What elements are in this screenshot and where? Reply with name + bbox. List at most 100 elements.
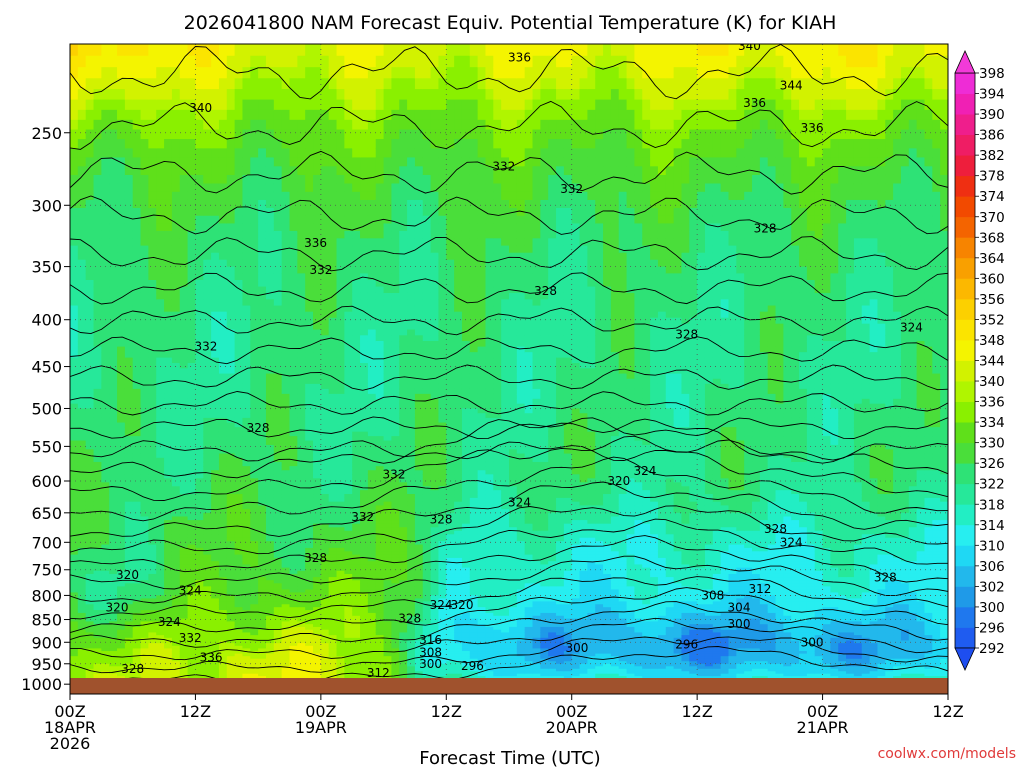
field-cell <box>93 449 102 455</box>
field-cell <box>336 174 345 185</box>
field-cell <box>148 626 157 631</box>
field-cell <box>187 527 197 532</box>
field-cell <box>179 78 189 90</box>
field-cell <box>344 621 353 625</box>
field-cell <box>234 335 244 342</box>
field-cell <box>140 119 149 131</box>
field-cell <box>179 461 189 467</box>
field-cell <box>124 618 134 622</box>
field-cell <box>344 497 353 503</box>
field-cell <box>313 640 322 644</box>
field-cell <box>93 598 102 602</box>
field-cell <box>164 573 173 578</box>
field-cell <box>195 99 204 111</box>
field-cell <box>336 624 345 628</box>
field-cell <box>226 393 236 400</box>
field-cell <box>313 494 322 499</box>
field-cell <box>211 653 220 657</box>
field-cell <box>258 663 267 667</box>
field-cell <box>203 305 212 313</box>
field-cell <box>117 440 126 446</box>
field-cell <box>203 427 212 433</box>
field-cell <box>187 427 197 433</box>
field-cell <box>117 341 126 348</box>
field-cell <box>234 671 244 675</box>
field-cell <box>77 299 87 307</box>
field-cell <box>265 601 275 605</box>
field-cell <box>203 604 212 608</box>
field-cell <box>328 252 338 261</box>
field-cell <box>250 658 259 662</box>
field-cell <box>117 457 126 463</box>
field-cell <box>305 461 314 467</box>
field-cell <box>289 520 298 525</box>
field-cell <box>140 183 149 193</box>
field-cell <box>117 431 126 437</box>
field-cell <box>328 673 338 677</box>
field-cell <box>195 191 204 201</box>
field-cell <box>124 635 134 639</box>
field-cell <box>132 494 142 499</box>
field-cell <box>328 357 338 364</box>
field-cell <box>195 604 204 608</box>
field-cell <box>101 537 110 542</box>
field-cell <box>250 230 259 239</box>
field-cell <box>218 215 228 225</box>
field-cell <box>242 422 251 428</box>
field-cell <box>297 311 306 319</box>
field-cell <box>211 523 220 528</box>
field-cell <box>242 89 251 101</box>
field-cell <box>117 378 126 385</box>
field-cell <box>179 663 189 667</box>
field-cell <box>203 99 212 111</box>
field-cell <box>187 266 197 274</box>
field-cell <box>101 148 110 159</box>
field-cell <box>132 610 142 614</box>
field-cell <box>93 67 102 79</box>
field-cell <box>344 215 353 225</box>
field-cell <box>132 589 142 594</box>
field-cell <box>93 109 102 121</box>
field-cell <box>164 461 173 467</box>
field-cell <box>273 643 283 647</box>
field-cell <box>101 523 110 528</box>
field-cell <box>140 643 149 647</box>
field-cell <box>328 408 338 414</box>
field-cell <box>336 230 345 239</box>
field-cell <box>281 621 291 625</box>
field-cell <box>93 292 102 300</box>
field-cell <box>156 643 165 647</box>
field-cell <box>70 466 79 471</box>
field-cell <box>156 648 165 652</box>
field-cell <box>218 329 228 336</box>
field-cell <box>328 512 338 518</box>
field-cell <box>242 583 251 587</box>
field-cell <box>70 292 79 300</box>
field-cell <box>148 422 157 428</box>
field-cell <box>305 89 314 101</box>
field-cell <box>171 577 181 581</box>
field-cell <box>218 352 228 359</box>
field-cell <box>140 461 149 467</box>
field-cell <box>171 673 181 677</box>
field-cell <box>281 580 291 584</box>
field-cell <box>187 199 197 209</box>
field-cell <box>328 453 338 459</box>
field-cell <box>132 470 142 475</box>
field-cell <box>328 490 338 495</box>
field-cell <box>344 67 353 79</box>
field-cell <box>77 398 87 405</box>
field-cell <box>250 629 259 634</box>
field-cell <box>234 509 244 514</box>
field-cell <box>297 252 306 261</box>
field-cell <box>265 280 275 288</box>
field-cell <box>117 427 126 433</box>
field-cell <box>305 286 314 294</box>
field-cell <box>265 482 275 487</box>
field-cell <box>320 673 330 677</box>
field-cell <box>195 183 204 193</box>
field-cell <box>179 561 189 566</box>
field-cell <box>179 259 189 268</box>
field-cell <box>297 393 306 400</box>
field-cell <box>273 388 283 395</box>
